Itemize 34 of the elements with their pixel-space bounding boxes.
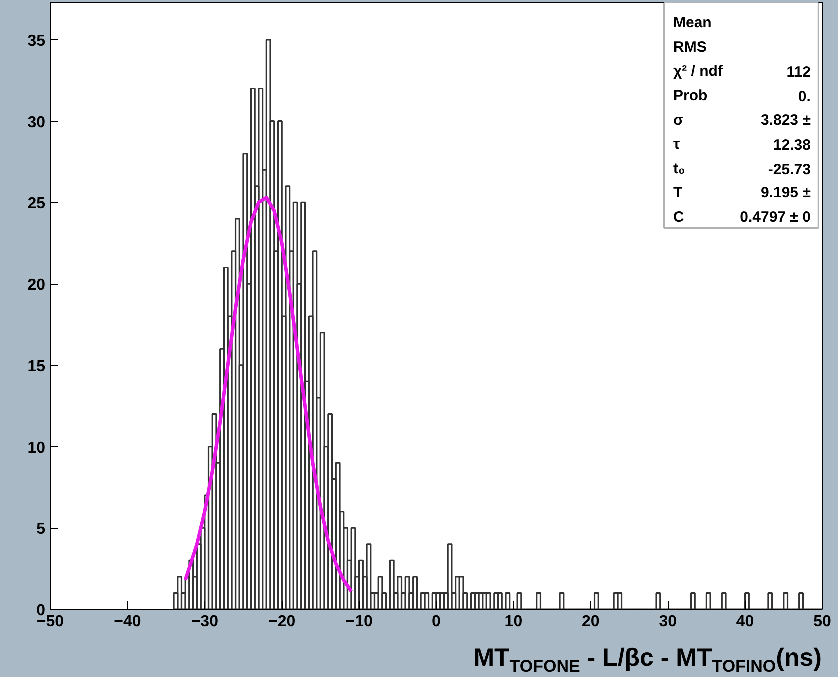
- x-tick-label: 10: [504, 614, 523, 630]
- annotation: 0.4797 ± 0: [740, 208, 811, 226]
- annotation: τ: [674, 136, 681, 154]
- y-tick-label: 25: [28, 196, 46, 213]
- x-tick-label: 50: [814, 614, 832, 630]
- y-tick-label: 10: [28, 440, 46, 457]
- y-tick-label: 5: [36, 521, 46, 538]
- y-tick-label: 20: [28, 277, 46, 294]
- x-tick-label: −40: [114, 614, 142, 630]
- annotation: 0.: [798, 88, 811, 106]
- x-tick-label: 20: [582, 614, 600, 630]
- annotation: 12.38: [773, 137, 811, 154]
- y-tick-label: 15: [28, 358, 46, 376]
- annotation: Mean: [674, 14, 712, 32]
- annotation: Prob: [674, 87, 708, 104]
- annotation: t₀: [674, 160, 686, 178]
- annotation: C: [674, 208, 685, 226]
- y-tick-label: 35: [28, 32, 46, 50]
- x-tick-label: −20: [268, 614, 296, 630]
- annotation: 9.195 ±: [760, 184, 811, 202]
- annotation: 3.823 ±: [760, 112, 811, 129]
- annotation: σ: [674, 112, 684, 129]
- y-tick-label: 30: [28, 114, 46, 132]
- x-tick-label: −10: [346, 614, 373, 630]
- x-tick-label: 0: [432, 614, 442, 630]
- annotation: -25.73: [768, 161, 811, 178]
- x-tick-label: 30: [659, 614, 678, 630]
- x-tick-label: −30: [191, 614, 219, 630]
- x-tick-label: 40: [736, 614, 754, 630]
- annotation: 112: [786, 64, 811, 82]
- annotation: T: [674, 184, 683, 202]
- x-axis-title: MT$_{TOFONE}$ - L/βc - MT$_{TOFINO}$(ns): [474, 644, 822, 677]
- annotation: RMS: [674, 38, 707, 56]
- annotation: χ² / ndf: [674, 63, 724, 80]
